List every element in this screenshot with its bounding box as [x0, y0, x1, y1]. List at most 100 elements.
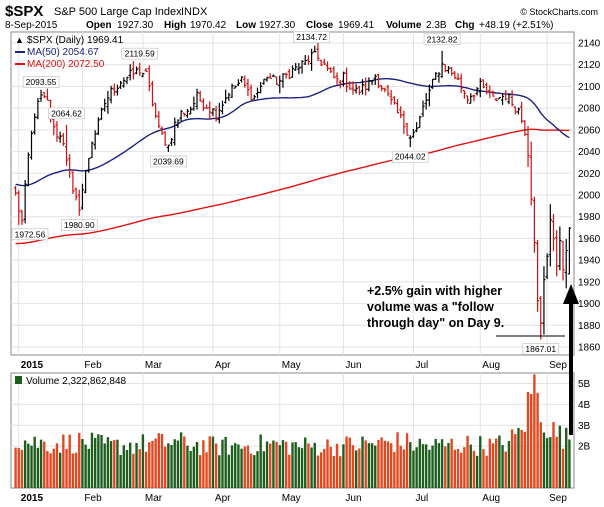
month-label: May: [282, 360, 301, 371]
volume-arrow: [563, 284, 579, 435]
price-bar: [300, 60, 304, 74]
price-bar: [154, 102, 158, 119]
volume-bar: [329, 446, 332, 488]
price-bar: [370, 80, 374, 86]
volume-bar: [275, 441, 278, 488]
price-bar: [488, 85, 492, 99]
price-callout: 2064.62: [51, 108, 82, 118]
price-bar: [459, 73, 463, 93]
month-label: 2015: [21, 360, 44, 371]
volume-bar: [377, 440, 380, 488]
price-bar: [115, 84, 120, 96]
high-value: 1970.42: [190, 20, 227, 31]
price-tick-label: 1980: [578, 212, 601, 223]
price-bar: [303, 55, 307, 65]
price-bar: [392, 96, 396, 105]
volume-axis: 2B 3B 4B 5B: [578, 379, 591, 453]
price-bar: [45, 88, 50, 101]
volume-bar: [284, 441, 288, 488]
volume-bar: [90, 432, 94, 488]
volume-bar: [565, 427, 568, 488]
volume-bar: [246, 445, 250, 488]
volume-bar: [472, 450, 476, 488]
price-bar: [462, 89, 466, 99]
price-bar: [106, 90, 110, 114]
volume-bar: [326, 439, 329, 488]
volume-bar: [103, 443, 106, 488]
price-bar: [373, 74, 377, 85]
month-label: Jun: [345, 493, 361, 504]
legend-price: $SPX (Daily) 1969.41: [27, 35, 124, 46]
month-label: Aug: [482, 493, 500, 504]
volume-bar: [488, 438, 492, 488]
volume-bar: [74, 452, 78, 488]
volume-bar: [364, 440, 367, 488]
volume-bar: [428, 449, 431, 488]
price-bar: [294, 62, 298, 71]
volume-bar: [396, 432, 399, 488]
price-bar: [542, 266, 546, 335]
price-bar: [408, 135, 412, 148]
price-bar: [421, 100, 425, 117]
price-tick-label: 2100: [578, 82, 601, 93]
price-callout-box: [293, 31, 330, 44]
volume-bar: [78, 432, 81, 488]
price-bar: [402, 110, 406, 134]
price-bar: [532, 196, 536, 253]
price-bar: [58, 131, 62, 143]
volume-bar: [342, 444, 345, 488]
volume-bar: [549, 437, 552, 488]
price-bar: [437, 72, 441, 83]
price-bar: [26, 152, 30, 187]
price-bar: [271, 74, 276, 77]
volume-bar: [482, 449, 485, 488]
price-bar: [141, 72, 145, 78]
price-bar: [351, 81, 355, 95]
volume-legend: Volume 2,322,862,848: [15, 376, 127, 387]
volume-bar: [183, 436, 186, 488]
close-label: Close: [306, 20, 334, 31]
volume-bar: [399, 445, 402, 488]
volume-bar: [517, 428, 520, 488]
volume-bar: [122, 445, 125, 488]
volume-bar: [479, 436, 482, 488]
price-bar: [504, 90, 508, 101]
volume-bar: [23, 440, 27, 488]
volume-bar: [160, 433, 164, 488]
volume-bar: [58, 452, 62, 488]
volume-bar: [345, 436, 348, 488]
volume-bar: [383, 440, 386, 488]
volume-bar: [291, 442, 294, 488]
price-bar: [198, 90, 202, 102]
price-bar: [166, 144, 170, 152]
volume-bar: [453, 449, 457, 488]
price-bar: [176, 119, 180, 128]
volume-bar: [176, 440, 180, 488]
symbol-name: S&P 500 Large Cap Index: [54, 6, 182, 18]
price-callout: 1980.90: [64, 220, 95, 230]
price-tick-label: 1900: [578, 299, 601, 310]
month-label: Mar: [145, 360, 163, 371]
price-bar: [287, 68, 291, 79]
volume-value: 2.3B: [426, 20, 447, 31]
volume-bar: [167, 443, 170, 488]
price-callout-box: [11, 228, 49, 241]
volume-bar: [173, 439, 176, 488]
price-bar: [236, 79, 240, 86]
price-bar: [157, 111, 161, 129]
month-axis-volume: 2015 Feb Mar Apr May Jun Jul Aug Sep: [21, 493, 568, 504]
legend-volume: Volume 2,322,862,848: [26, 376, 127, 387]
price-bar: [481, 79, 486, 89]
volume-bar: [339, 456, 342, 488]
volume-bar: [440, 439, 444, 488]
volume-bar: [106, 437, 110, 488]
price-callout: 2134.72: [296, 32, 327, 42]
volume-bar: [510, 429, 514, 488]
volume-bar: [218, 455, 221, 488]
price-callout-box: [22, 76, 60, 88]
price-tick-label: 1880: [578, 321, 601, 332]
price-bar: [134, 66, 139, 75]
legend-ma200: MA(200) 2072.50: [27, 59, 105, 70]
month-label: Sep: [549, 493, 567, 504]
